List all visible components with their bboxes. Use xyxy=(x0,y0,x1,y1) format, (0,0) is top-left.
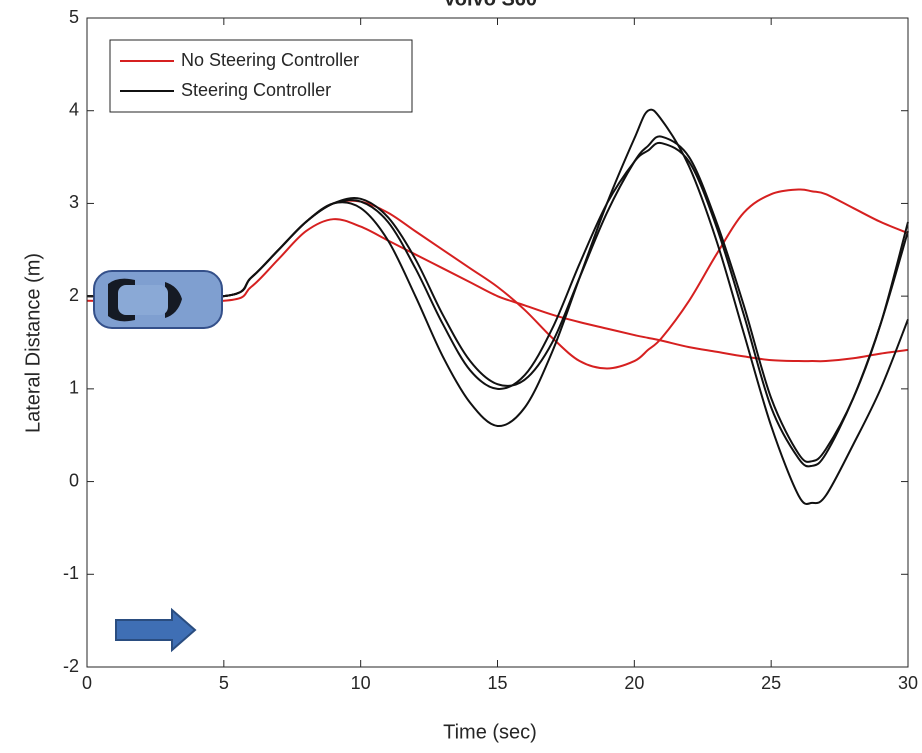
x-tick-label: 15 xyxy=(487,673,507,693)
x-tick-label: 5 xyxy=(219,673,229,693)
legend: No Steering Controller Steering Controlle… xyxy=(109,39,413,113)
y-tick-label: 2 xyxy=(69,285,79,305)
y-tick-label: 1 xyxy=(69,378,79,398)
legend-label: Steering Controller xyxy=(181,80,331,100)
car-roof xyxy=(118,285,168,315)
x-tick-label: 20 xyxy=(624,673,644,693)
y-axis-label: Lateral Distance (m) xyxy=(22,253,44,433)
x-axis-label: Time (sec) xyxy=(443,721,537,743)
series-line xyxy=(86,141,909,468)
y-tick-label: 3 xyxy=(69,192,79,212)
y-tick-label: 4 xyxy=(69,99,79,119)
x-tick-label: 0 xyxy=(82,673,92,693)
x-tick-label: 30 xyxy=(898,673,918,693)
legend-box xyxy=(109,39,413,113)
y-tick-label: 0 xyxy=(69,470,79,490)
x-tick-label: 10 xyxy=(351,673,371,693)
y-tick-label: 5 xyxy=(69,7,79,27)
series-line xyxy=(86,218,909,363)
car-rear-window xyxy=(165,282,182,318)
x-tick-label: 25 xyxy=(761,673,781,693)
plot-lines xyxy=(86,108,909,505)
direction-arrow xyxy=(115,607,197,653)
chart-title: Volvo S60 xyxy=(443,0,537,10)
legend-label: No Steering Controller xyxy=(181,50,359,70)
car-icon xyxy=(93,270,223,329)
y-tick-label: -1 xyxy=(63,563,79,583)
y-tick-label: -2 xyxy=(63,656,79,676)
